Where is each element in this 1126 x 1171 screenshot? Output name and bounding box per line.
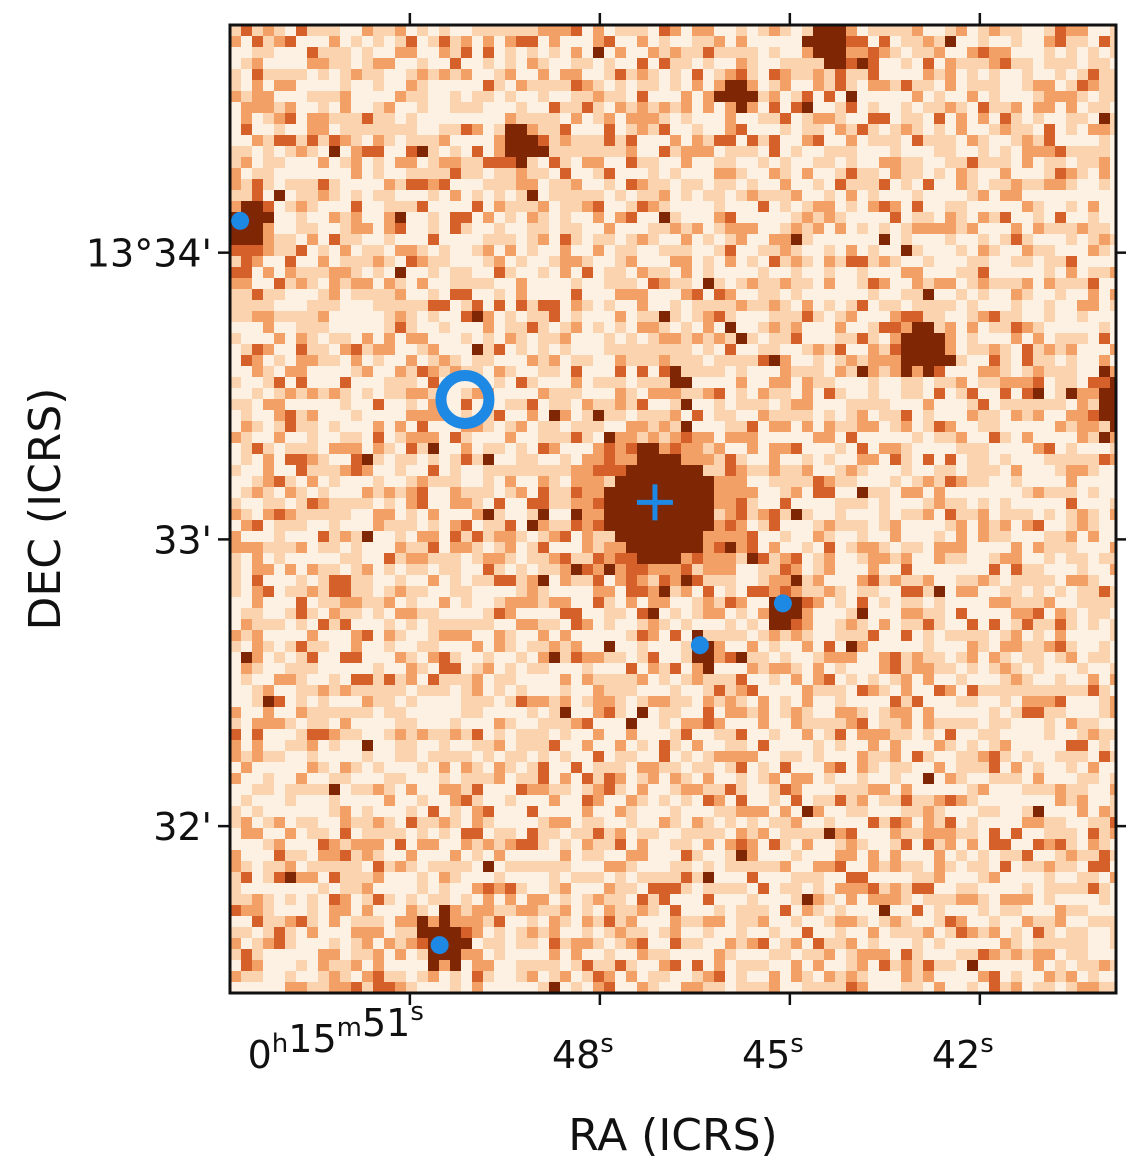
target-cross <box>636 484 673 521</box>
plot-frame <box>228 23 1118 995</box>
source-dot <box>430 936 449 955</box>
sky-image <box>230 25 1116 993</box>
source-dot <box>231 211 250 230</box>
x-tick-label: 45s <box>742 1029 804 1077</box>
source-dot <box>690 636 709 655</box>
y-tick-label: 13°34' <box>86 232 212 276</box>
ring-marker <box>435 369 495 429</box>
x-tick-label: 0h15m51s <box>248 997 424 1077</box>
noise-pixels <box>230 25 1116 993</box>
y-axis-label: DEC (ICRS) <box>20 388 71 631</box>
x-axis-label: RA (ICRS) <box>568 1110 777 1161</box>
x-tick-label: 48s <box>552 1029 614 1077</box>
noise-pixels <box>230 25 1116 993</box>
y-tick-label: 33' <box>153 518 212 562</box>
source-dot <box>773 594 792 613</box>
y-tick-label: 32' <box>153 805 212 849</box>
x-tick-label: 42s <box>932 1029 994 1077</box>
noise-pixels <box>230 25 1116 993</box>
